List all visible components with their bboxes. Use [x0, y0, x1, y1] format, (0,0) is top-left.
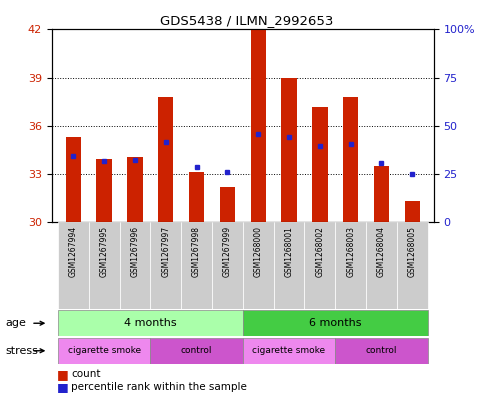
- Bar: [343, 97, 358, 222]
- Text: control: control: [181, 346, 212, 355]
- Text: GSM1268005: GSM1268005: [408, 226, 417, 277]
- Text: ■: ■: [57, 380, 69, 393]
- Bar: [89, 222, 120, 309]
- Bar: [312, 107, 327, 222]
- Text: cigarette smoke: cigarette smoke: [68, 346, 141, 355]
- Text: GDS5438 / ILMN_2992653: GDS5438 / ILMN_2992653: [160, 14, 333, 27]
- Text: 6 months: 6 months: [309, 318, 361, 328]
- Text: GSM1267997: GSM1267997: [161, 226, 170, 277]
- Bar: [282, 78, 297, 222]
- Bar: [274, 222, 305, 309]
- Text: GSM1268003: GSM1268003: [346, 226, 355, 277]
- Text: GSM1267999: GSM1267999: [223, 226, 232, 277]
- Bar: [405, 201, 420, 222]
- Bar: [66, 137, 81, 222]
- Text: GSM1268004: GSM1268004: [377, 226, 386, 277]
- Text: GSM1268000: GSM1268000: [254, 226, 263, 277]
- Bar: [220, 187, 235, 222]
- Text: percentile rank within the sample: percentile rank within the sample: [71, 382, 247, 392]
- Text: ■: ■: [57, 367, 69, 381]
- Text: GSM1267994: GSM1267994: [69, 226, 78, 277]
- Bar: [189, 172, 204, 222]
- Bar: [181, 222, 212, 309]
- Bar: [335, 222, 366, 309]
- Bar: [120, 222, 150, 309]
- Bar: [150, 338, 243, 364]
- Bar: [58, 310, 243, 336]
- Bar: [158, 97, 174, 222]
- Bar: [127, 157, 142, 222]
- Bar: [58, 338, 150, 364]
- Bar: [243, 222, 274, 309]
- Text: GSM1268001: GSM1268001: [284, 226, 293, 277]
- Bar: [212, 222, 243, 309]
- Bar: [335, 338, 428, 364]
- Bar: [97, 160, 112, 222]
- Bar: [243, 338, 335, 364]
- Text: GSM1267998: GSM1267998: [192, 226, 201, 277]
- Text: GSM1267995: GSM1267995: [100, 226, 108, 277]
- Bar: [366, 222, 397, 309]
- Text: GSM1268002: GSM1268002: [316, 226, 324, 277]
- Bar: [243, 310, 428, 336]
- Bar: [150, 222, 181, 309]
- Bar: [58, 222, 89, 309]
- Bar: [250, 29, 266, 222]
- Text: control: control: [366, 346, 397, 355]
- Text: 4 months: 4 months: [124, 318, 176, 328]
- Bar: [374, 166, 389, 222]
- Text: cigarette smoke: cigarette smoke: [252, 346, 325, 355]
- Text: count: count: [71, 369, 101, 379]
- Text: stress: stress: [5, 346, 38, 356]
- Bar: [397, 222, 428, 309]
- Bar: [305, 222, 335, 309]
- Text: age: age: [5, 318, 26, 328]
- Text: GSM1267996: GSM1267996: [131, 226, 140, 277]
